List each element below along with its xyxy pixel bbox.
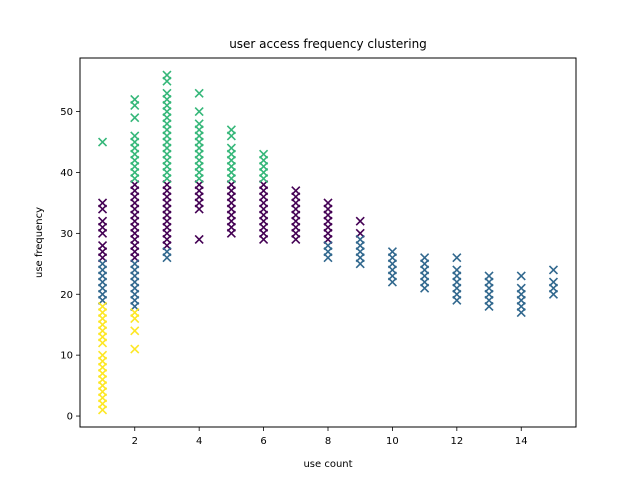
data-point-cluster-1 xyxy=(516,271,526,281)
data-point-cluster-3 xyxy=(97,350,108,360)
data-point-cluster-1 xyxy=(387,247,397,257)
data-point-cluster-1 xyxy=(420,253,430,263)
plot-area-frame xyxy=(79,57,577,428)
x-tick-label: 4 xyxy=(196,436,202,447)
data-point-cluster-1 xyxy=(548,277,559,287)
x-tick-label: 10 xyxy=(386,436,399,447)
data-point-cluster-2 xyxy=(259,149,269,159)
data-point-cluster-3 xyxy=(130,344,140,354)
data-point-cluster-1 xyxy=(97,259,108,269)
data-point-cluster-2 xyxy=(162,70,172,80)
data-point-cluster-1 xyxy=(323,240,333,251)
x-tick-label: 6 xyxy=(260,436,266,447)
data-point-cluster-2 xyxy=(194,119,204,129)
data-point-cluster-2 xyxy=(130,94,140,104)
y-tick-label: 10 xyxy=(60,351,73,362)
data-point-cluster-2 xyxy=(226,143,236,153)
y-tick-label: 50 xyxy=(60,107,73,118)
data-point-cluster-0 xyxy=(97,198,108,208)
data-points xyxy=(97,70,559,415)
data-point-cluster-1 xyxy=(516,283,526,293)
chart-title: user access frequency clustering xyxy=(229,37,427,51)
data-point-cluster-2 xyxy=(194,88,204,98)
x-tick-label: 14 xyxy=(515,436,528,447)
y-tick-label: 30 xyxy=(60,229,73,240)
data-point-cluster-1 xyxy=(452,265,462,275)
data-point-cluster-0 xyxy=(355,216,365,226)
data-point-cluster-2 xyxy=(194,107,204,117)
data-point-cluster-0 xyxy=(194,234,204,245)
axis-ticks: 2 4 6 8 10 12 14 0 10 20 30 40 50 xyxy=(60,107,527,447)
x-tick-label: 8 xyxy=(325,436,331,447)
data-point-cluster-0 xyxy=(97,216,108,226)
data-point-cluster-1 xyxy=(484,271,494,281)
data-point-cluster-1 xyxy=(162,247,172,257)
data-point-cluster-1 xyxy=(130,259,140,269)
data-point-cluster-3 xyxy=(130,307,140,318)
data-point-cluster-0 xyxy=(323,198,333,208)
data-point-cluster-3 xyxy=(97,301,108,312)
x-axis-label: use count xyxy=(303,459,352,470)
data-point-cluster-2 xyxy=(226,125,236,135)
data-point-cluster-0 xyxy=(291,186,301,196)
data-point-cluster-3 xyxy=(130,326,140,336)
data-point-cluster-2 xyxy=(97,137,108,147)
y-tick-label: 20 xyxy=(60,290,73,301)
y-tick-label: 40 xyxy=(60,168,73,179)
data-point-cluster-1 xyxy=(355,234,365,245)
x-tick-label: 12 xyxy=(450,436,463,447)
data-point-cluster-1 xyxy=(452,253,462,263)
data-point-cluster-2 xyxy=(162,88,172,98)
data-point-cluster-1 xyxy=(548,265,559,275)
x-tick-label: 2 xyxy=(132,436,138,447)
y-axis-label: use frequency xyxy=(34,207,45,278)
data-point-cluster-2 xyxy=(130,113,140,123)
y-tick-label: 0 xyxy=(67,412,73,423)
data-point-cluster-2 xyxy=(130,131,140,141)
data-point-cluster-0 xyxy=(97,240,108,251)
